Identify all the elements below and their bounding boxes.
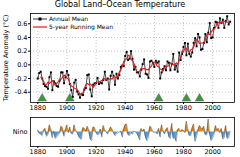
svg-text:1880: 1880 xyxy=(30,148,47,156)
svg-text:Nino: Nino xyxy=(13,128,28,136)
svg-text:1920: 1920 xyxy=(88,148,105,156)
svg-text:1980: 1980 xyxy=(175,104,192,112)
svg-text:1960: 1960 xyxy=(146,148,163,156)
svg-text:1900: 1900 xyxy=(59,104,76,112)
html-text:5-year Running Mean: 5-year Running Mean xyxy=(49,23,113,30)
svg-text:0.4: 0.4 xyxy=(17,34,27,42)
html-text:Annual Mean: Annual Mean xyxy=(49,15,89,22)
svg-text:2000: 2000 xyxy=(204,104,221,112)
svg-text:1880: 1880 xyxy=(30,104,47,112)
svg-text:1980: 1980 xyxy=(175,148,192,156)
svg-text:1940: 1940 xyxy=(117,148,134,156)
svg-text:-0.2: -0.2 xyxy=(15,75,28,83)
svg-text:0.0: 0.0 xyxy=(17,61,27,69)
svg-text:1920: 1920 xyxy=(88,104,105,112)
svg-text:-0.4: -0.4 xyxy=(15,88,28,96)
svg-text:0.6: 0.6 xyxy=(17,20,27,28)
svg-text:2000: 2000 xyxy=(204,148,221,156)
html-text:Global Land–Ocean Temperature: Global Land–Ocean Temperature xyxy=(54,0,186,9)
svg-text:1940: 1940 xyxy=(117,104,134,112)
svg-text:1900: 1900 xyxy=(59,148,76,156)
svg-text:Temperature Anomaly (°C): Temperature Anomaly (°C) xyxy=(2,15,10,103)
svg-text:0.2: 0.2 xyxy=(17,47,27,55)
svg-text:1960: 1960 xyxy=(146,104,163,112)
